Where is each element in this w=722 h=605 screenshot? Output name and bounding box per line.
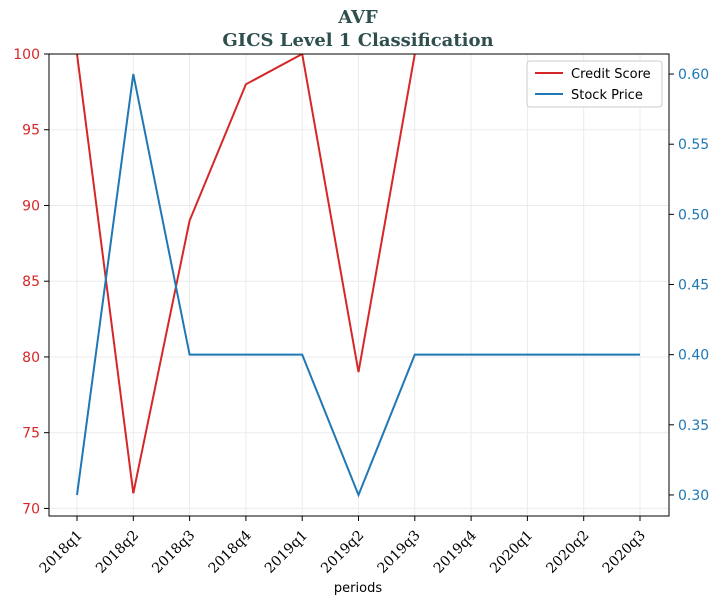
x-tick-label: 2018q3 [149,528,198,577]
right-y-tick-label: 0.35 [678,418,709,434]
series-layer [76,54,640,498]
legend: Credit Score Stock Price [526,60,663,108]
x-tick-label: 2018q1 [37,528,86,577]
x-axis-label: periods [334,581,382,596]
x-axis: 2018q1 2018q2 2018q3 2018q4 2019q1 2019q2 2019… [37,516,649,577]
left-y-tick-label: 90 [22,198,40,214]
left-y-tick-label: 95 [22,123,40,139]
x-tick-label: 2019q2 [318,528,367,577]
left-y-tick-label: 70 [22,501,40,517]
x-tick-label: 2020q1 [487,528,536,577]
legend-label-credit-score: Credit Score [571,67,651,82]
x-tick-label: 2019q4 [431,527,480,576]
right-y-tick-label: 0.45 [678,278,709,294]
right-y-tick-label: 0.30 [678,488,709,504]
left-y-tick-label: 100 [13,47,40,63]
right-y-tick-label: 0.55 [678,137,709,153]
x-tick-label: 2019q1 [262,528,311,577]
series-line-credit-score [76,54,416,494]
legend-label-stock-price: Stock Price [571,88,643,103]
x-tick-label: 2019q3 [374,528,423,577]
x-tick-label: 2020q2 [543,528,592,577]
left-y-tick-label: 80 [22,350,40,366]
chart-title: AVF [337,7,378,28]
x-tick-label: 2020q3 [600,528,649,577]
left-axis: 70 75 80 85 90 95 100 [13,47,49,517]
left-y-tick-label: 85 [22,274,40,290]
left-y-tick-label: 75 [22,426,40,442]
chart-subtitle: GICS Level 1 Classification [222,30,493,51]
x-tick-label: 2018q2 [93,528,142,577]
right-axis: 0.30 0.35 0.40 0.45 0.50 0.55 0.60 [669,67,709,504]
right-y-tick-label: 0.60 [678,67,709,83]
right-y-tick-label: 0.40 [678,348,709,364]
series-line-stock-price [76,73,640,498]
x-tick-label: 2018q4 [206,527,255,576]
right-y-tick-label: 0.50 [678,207,709,223]
